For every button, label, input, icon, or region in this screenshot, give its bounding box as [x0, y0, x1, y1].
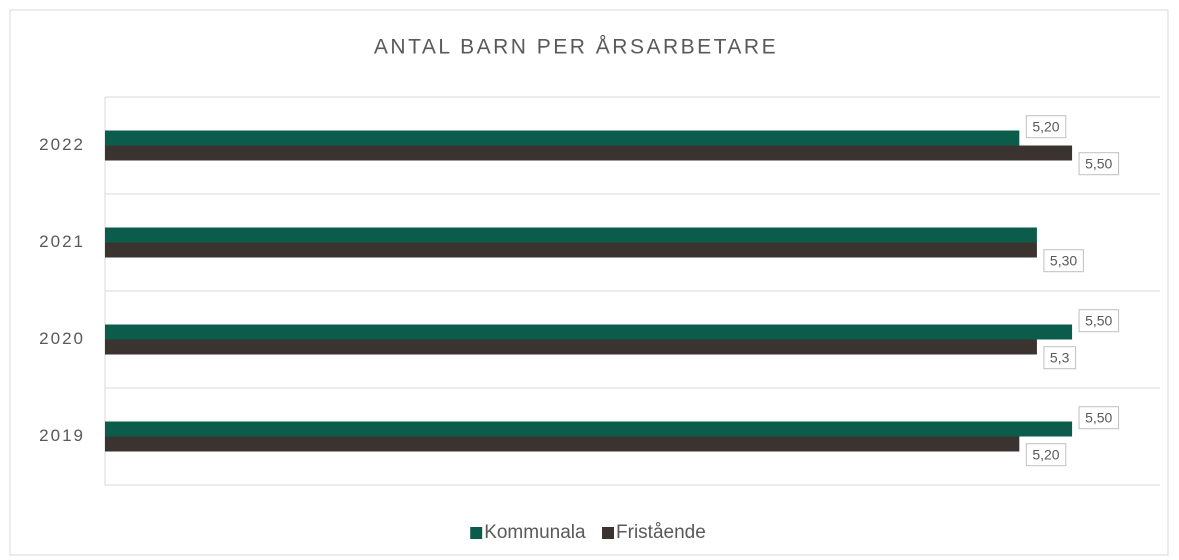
- data-label-box: [1025, 115, 1067, 139]
- y-tick-label: 2019: [39, 426, 85, 445]
- data-label: 5,20: [1032, 447, 1059, 463]
- data-label: 5,20: [1032, 119, 1059, 135]
- legend-swatch: [602, 527, 615, 539]
- data-label: 5,50: [1085, 313, 1112, 329]
- data-label: 5,50: [1085, 156, 1112, 172]
- data-label: 5,30: [1050, 253, 1077, 269]
- bar: [105, 339, 1037, 355]
- data-label-box: [1043, 346, 1077, 370]
- data-label-box: [1078, 152, 1120, 176]
- data-label-box: [1025, 443, 1067, 467]
- chart-title: ANTAL BARN PER ÅRSARBETARE: [374, 36, 778, 59]
- chart-border: [9, 9, 1169, 556]
- bar: [105, 324, 1073, 340]
- y-tick-label: 2020: [39, 329, 85, 348]
- data-label-box: [1043, 249, 1084, 273]
- data-label-box: [1078, 309, 1120, 333]
- bar: [105, 145, 1073, 161]
- data-label-box: [1078, 406, 1120, 430]
- bar: [105, 130, 1020, 146]
- legend-swatch: [470, 527, 483, 539]
- legend-label: Fristående: [616, 522, 706, 543]
- data-label: 5,3: [1050, 350, 1070, 366]
- bar: [105, 227, 1037, 243]
- bar: [105, 436, 1020, 452]
- legend-label: Kommunala: [484, 522, 586, 543]
- bar: [105, 421, 1073, 437]
- data-label: 5,50: [1085, 410, 1112, 426]
- y-tick-label: 2022: [39, 135, 85, 154]
- y-tick-label: 2021: [39, 232, 85, 251]
- bar: [105, 242, 1037, 258]
